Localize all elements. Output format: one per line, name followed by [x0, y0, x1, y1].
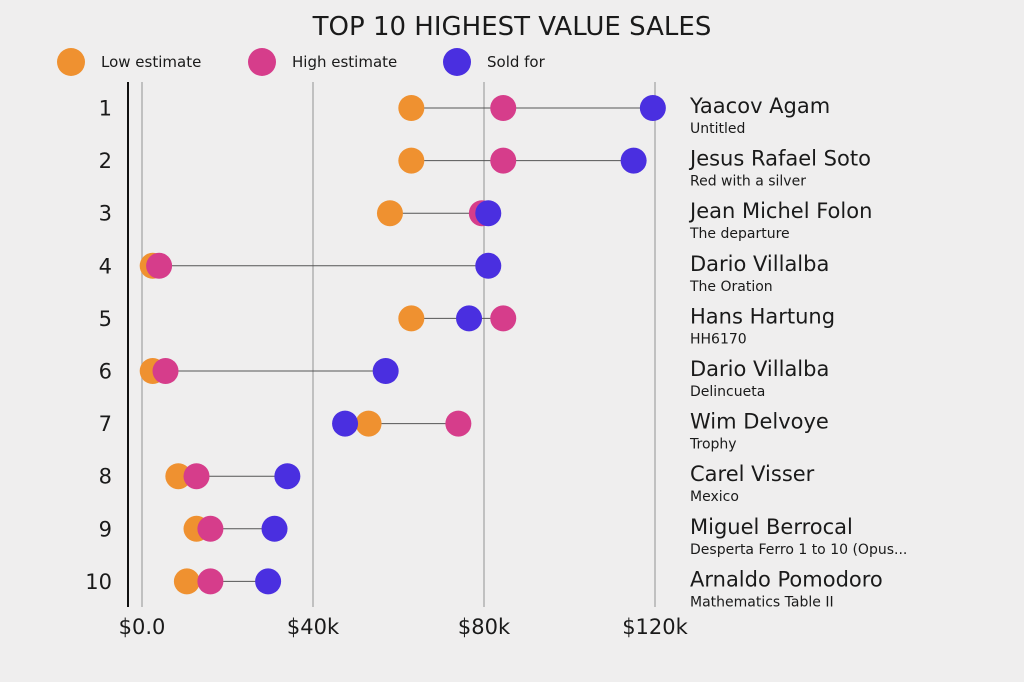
artwork-title: Desperta Ferro 1 to 10 (Opus...	[690, 542, 907, 558]
low-estimate-dot	[376, 200, 403, 227]
artwork-title: Mexico	[690, 489, 739, 505]
high-estimate-dot	[197, 515, 224, 542]
legend-swatch-sold	[443, 48, 471, 76]
legend-label-low: Low estimate	[101, 53, 201, 71]
sold-for-dot	[372, 358, 399, 384]
rank-label: 7	[99, 412, 112, 436]
low-estimate-dot	[398, 147, 425, 174]
row: 1 Yaacov Agam Untitled	[99, 94, 831, 137]
row: 2 Jesus Rafael Soto Red with a silver	[99, 147, 871, 190]
high-estimate-dot	[445, 410, 472, 437]
rank-label: 4	[99, 254, 112, 278]
artist-name: Arnaldo Pomodoro	[690, 567, 883, 591]
sold-for-dot	[332, 410, 359, 437]
artist-name: Dario Villalba	[690, 357, 829, 381]
row: 7 Wim Delvoye Trophy	[99, 410, 829, 453]
sold-for-dot	[620, 147, 647, 174]
high-estimate-dot	[152, 358, 179, 384]
rank-label: 2	[99, 149, 112, 173]
artist-name: Carel Visser	[690, 462, 815, 486]
legend: Low estimate High estimate Sold for	[57, 48, 546, 76]
artist-name: Yaacov Agam	[689, 94, 830, 118]
x-tick-label: $80k	[458, 615, 511, 639]
artwork-title: Delincueta	[690, 384, 765, 400]
sold-for-dot	[274, 463, 301, 490]
artist-name: Jean Michel Folon	[688, 199, 872, 223]
artwork-title: Red with a silver	[690, 174, 806, 190]
sold-for-dot	[639, 95, 666, 121]
high-estimate-dot	[183, 463, 210, 490]
sold-for-dot	[261, 515, 288, 542]
row: 6 Dario Villalba Delincueta	[99, 357, 830, 400]
row: 3 Jean Michel Folon The departure	[99, 199, 873, 242]
low-estimate-dot	[398, 95, 425, 121]
x-tick-label: $0.0	[119, 615, 166, 639]
artist-name: Hans Hartung	[690, 304, 835, 328]
rank-label: 9	[99, 517, 112, 541]
artist-name: Wim Delvoye	[690, 410, 829, 434]
artwork-title: Mathematics Table II	[690, 594, 834, 610]
row: 5 Hans Hartung HH6170	[99, 304, 835, 347]
rank-label: 8	[99, 465, 112, 489]
rows: 1 Yaacov Agam Untitled 2 Jesus Rafael Soto Re…	[85, 94, 907, 610]
legend-item-sold: Sold for	[443, 48, 546, 76]
artist-name: Dario Villalba	[690, 252, 829, 276]
sold-for-dot	[456, 305, 483, 332]
low-estimate-dot	[165, 463, 192, 490]
high-estimate-dot	[490, 95, 517, 121]
sold-for-dot	[255, 568, 282, 595]
legend-swatch-low	[57, 48, 85, 76]
low-estimate-dot	[355, 410, 382, 437]
legend-label-sold: Sold for	[487, 53, 546, 71]
grid-lines	[141, 82, 656, 607]
low-estimate-dot	[398, 305, 425, 332]
row: 10 Arnaldo Pomodoro Mathematics Table II	[85, 567, 883, 610]
artwork-title: The departure	[689, 226, 790, 242]
artwork-title: Trophy	[689, 437, 737, 453]
x-tick-label: $40k	[287, 615, 340, 639]
rank-label: 5	[99, 307, 112, 331]
row: 9 Miguel Berrocal Desperta Ferro 1 to 10 (…	[99, 515, 908, 558]
artist-name: Jesus Rafael Soto	[688, 147, 871, 171]
chart-title: TOP 10 HIGHEST VALUE SALES	[312, 12, 712, 42]
artist-name: Miguel Berrocal	[690, 515, 853, 539]
sold-for-dot	[475, 200, 502, 227]
x-axis-ticks: $0.0 $40k $80k $120k	[119, 615, 689, 639]
low-estimate-dot	[173, 568, 200, 595]
high-estimate-dot	[490, 305, 517, 332]
high-estimate-dot	[146, 252, 173, 279]
legend-label-high: High estimate	[292, 53, 397, 71]
row: 8 Carel Visser Mexico	[99, 462, 815, 505]
legend-item-high: High estimate	[248, 48, 397, 76]
artwork-title: The Oration	[689, 279, 773, 295]
artwork-title: Untitled	[690, 121, 745, 137]
sold-for-dot	[475, 252, 502, 279]
legend-item-low: Low estimate	[57, 48, 201, 76]
row: 4 Dario Villalba The Oration	[99, 252, 830, 295]
high-estimate-dot	[197, 568, 224, 595]
rank-label: 1	[99, 97, 112, 121]
rank-label: 10	[85, 570, 112, 594]
high-estimate-dot	[490, 147, 517, 174]
x-tick-label: $120k	[622, 615, 688, 639]
rank-label: 3	[99, 202, 112, 226]
artwork-title: HH6170	[690, 331, 747, 347]
legend-swatch-high	[248, 48, 276, 76]
rank-label: 6	[99, 360, 112, 384]
